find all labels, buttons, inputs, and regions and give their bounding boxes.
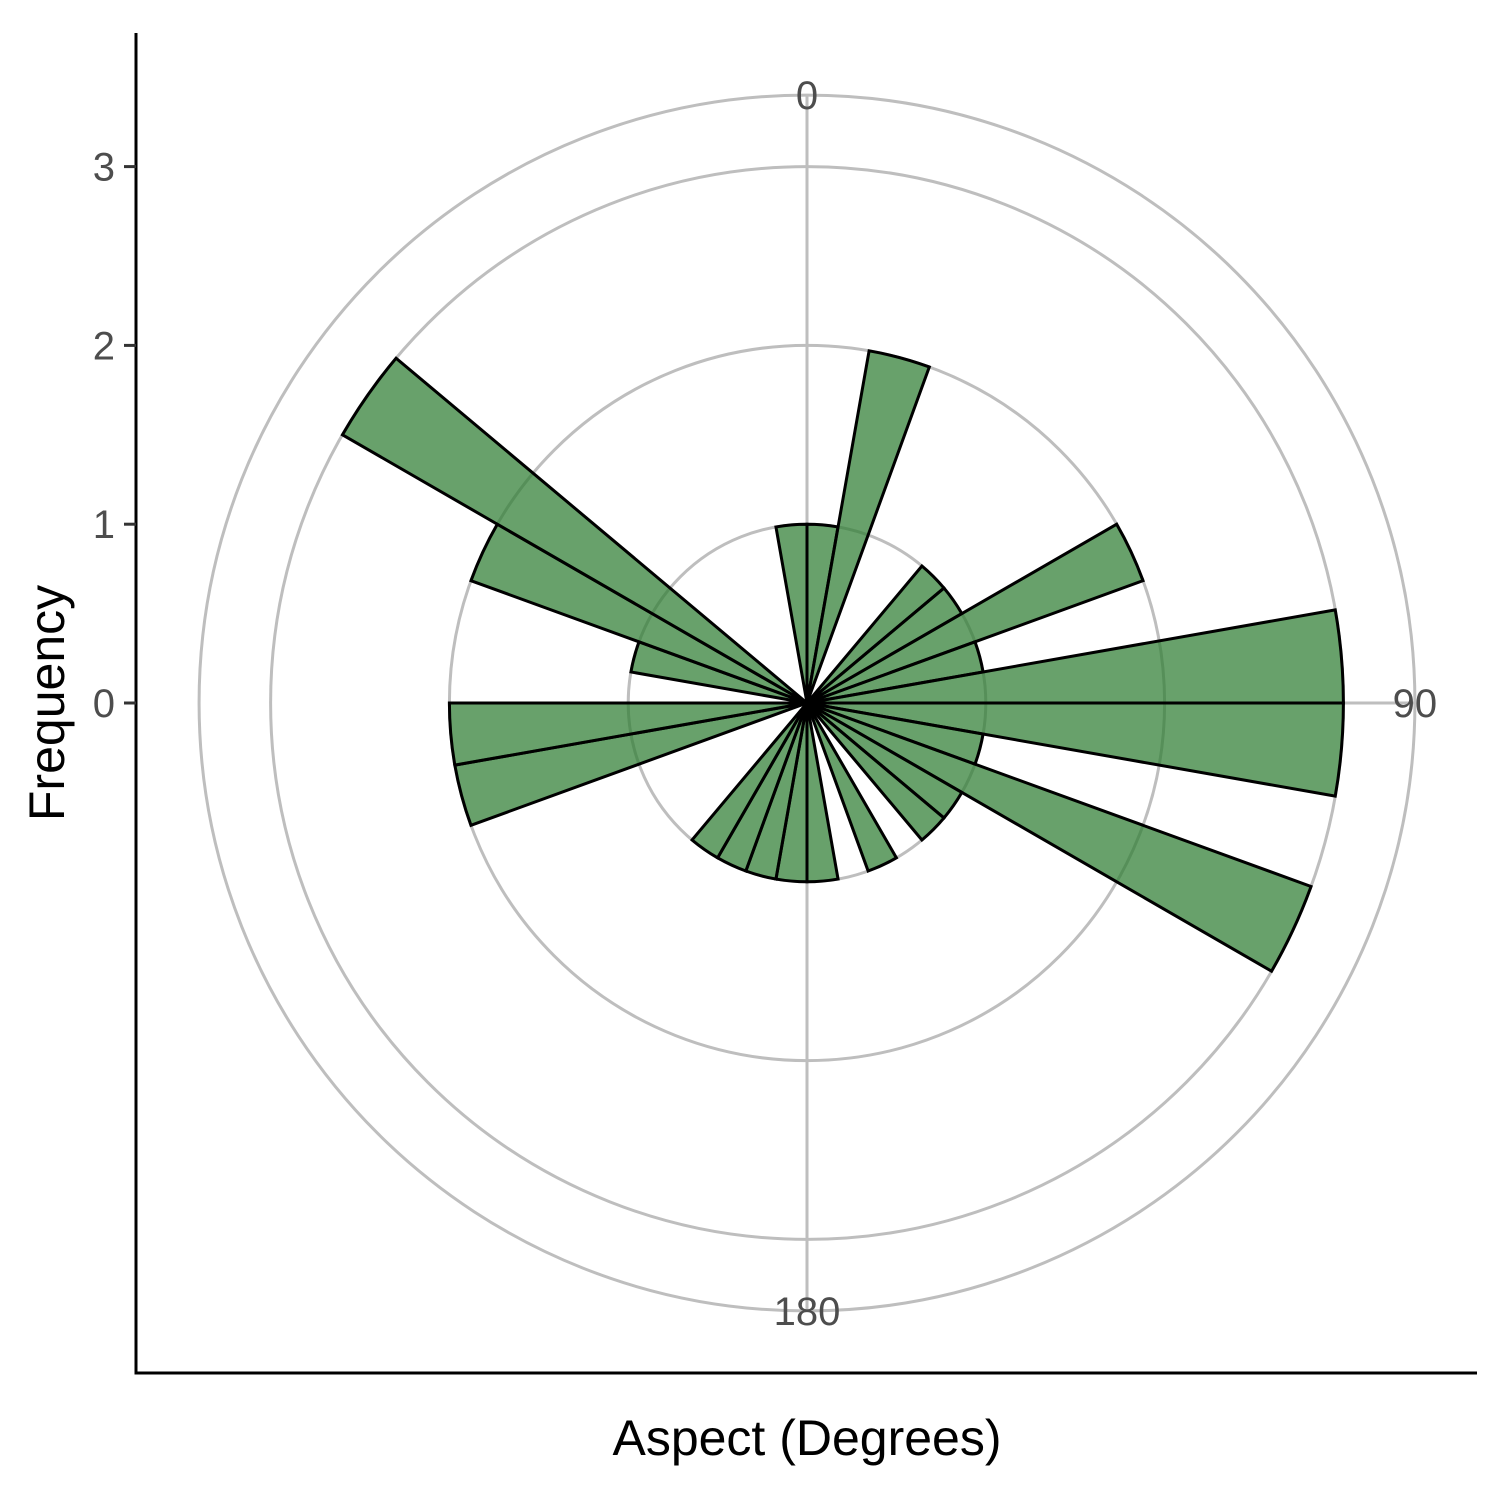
theta-label-layer: 0 90 180 [774,74,1438,1334]
y-axis-title: Frequency [19,585,75,821]
bar-layer [340,349,1345,974]
bar-60-70 [806,522,1145,705]
y-tick-label-1: 1 [93,503,115,547]
theta-tick-label-0: 0 [796,74,818,118]
x-axis-title: Aspect (Degrees) [612,1410,1001,1466]
bar-300-310 [340,356,808,705]
y-tick-layer: 0 1 2 3 [93,146,136,726]
y-tick-label-3: 3 [93,146,115,190]
theta-tick-label-180: 180 [774,1290,841,1334]
bar-260-270 [447,701,808,767]
bar-10-20 [805,349,932,704]
y-tick-label-2: 2 [93,324,115,368]
bar-290-300 [469,522,808,705]
bar-150-160 [805,702,899,873]
bar-350-360 [774,522,809,704]
theta-tick-label-90: 90 [1393,682,1438,726]
bar-130-140 [805,701,947,843]
y-tick-label-0: 0 [93,682,115,726]
bar-110-120 [806,701,1313,974]
bar-210-220 [689,702,809,860]
